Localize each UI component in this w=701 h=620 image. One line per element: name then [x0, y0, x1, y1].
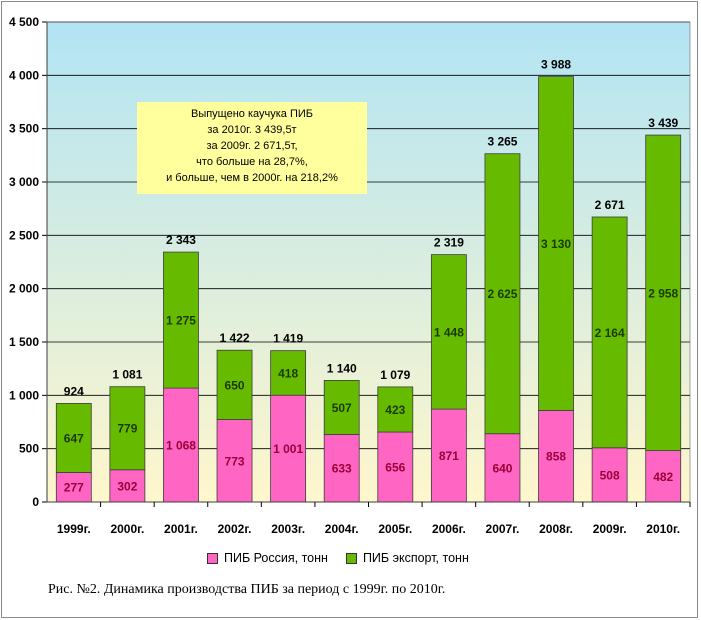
- annotation-line: за 2010г. 3 439,5т: [207, 124, 297, 136]
- bar-segment: [377, 386, 414, 433]
- y-tick-label: 4 500: [9, 15, 39, 29]
- bar-segment: [484, 153, 521, 435]
- total-label: 2 319: [434, 236, 464, 250]
- bar-segment: [109, 386, 146, 471]
- data-label: 2 625: [487, 287, 517, 301]
- total-label: 1 419: [273, 332, 303, 346]
- y-tick-label: 2 000: [9, 282, 39, 296]
- total-label: 1 140: [327, 361, 357, 375]
- data-label: 633: [332, 462, 352, 476]
- bars: [55, 76, 682, 503]
- data-label: 779: [117, 422, 137, 436]
- data-label: 871: [439, 449, 459, 463]
- total-label: 1 422: [220, 331, 250, 345]
- bar-segment: [430, 408, 467, 503]
- y-tick-label: 0: [32, 495, 39, 509]
- data-label: 647: [64, 431, 84, 445]
- x-tick-label: 2000г.: [110, 522, 144, 536]
- total-label: 924: [64, 384, 84, 398]
- data-label: 2 958: [648, 286, 678, 300]
- bar-segment: [538, 76, 574, 411]
- data-label: 508: [600, 468, 620, 482]
- bar-segment: [538, 410, 574, 503]
- annotation-line: за 2009г. 2 671,5т,: [206, 140, 298, 152]
- x-tick-label: 2008г.: [539, 522, 573, 536]
- data-label: 858: [546, 450, 566, 464]
- x-tick-label: 2010г.: [646, 522, 680, 536]
- data-label: 1 001: [273, 442, 303, 456]
- bar-segment: [323, 434, 360, 503]
- x-tick-label: 2002г.: [218, 522, 252, 536]
- x-tick-label: 2004г.: [325, 522, 359, 536]
- x-tick-label: 1999г.: [57, 522, 91, 536]
- total-label: 3 439: [648, 116, 678, 130]
- data-label: 507: [332, 401, 352, 415]
- figure-caption: Рис. №2. Динамика производства ПИБ за пе…: [48, 582, 446, 597]
- x-tick-label: 2009г.: [593, 522, 627, 536]
- legend-item-export: ПИБ экспорт, тонн: [345, 551, 469, 565]
- annotation-line: и больше, чем в 2000г. на 218,2%: [166, 172, 338, 184]
- bar-segment: [591, 447, 628, 503]
- data-label: 656: [385, 461, 405, 475]
- bar-segment: [323, 379, 360, 435]
- legend-item-russia: ПИБ Россия, тонн: [207, 551, 328, 565]
- x-tick-label: 2005г.: [378, 522, 412, 536]
- total-label: 1 079: [380, 368, 410, 382]
- data-label: 418: [278, 366, 298, 380]
- data-label: 3 130: [541, 237, 571, 251]
- y-tick-label: 1 000: [9, 388, 39, 402]
- data-label: 2 164: [595, 326, 625, 340]
- total-label: 2 343: [166, 233, 196, 247]
- y-tick-label: 2 500: [9, 228, 39, 242]
- x-tick-label: 2007г.: [486, 522, 520, 536]
- legend: ПИБ Россия, тонн ПИБ экспорт, тонн: [207, 548, 487, 568]
- y-tick-label: 1 500: [9, 335, 39, 349]
- x-tick-label: 2001г.: [164, 522, 198, 536]
- y-tick-label: 500: [19, 442, 39, 456]
- legend-swatch-russia: [207, 552, 218, 564]
- total-label: 1 081: [112, 368, 142, 382]
- data-label: 423: [385, 403, 405, 417]
- x-tick-label: 2006г.: [432, 522, 466, 536]
- data-label: 1 068: [166, 439, 196, 453]
- annotation-line: Выпущено каучука ПИБ: [190, 108, 314, 120]
- total-label: 3 988: [541, 58, 571, 72]
- data-label: 277: [64, 481, 84, 495]
- total-label: 2 671: [595, 198, 625, 212]
- bar-segment: [430, 254, 467, 410]
- bar-segment: [163, 251, 199, 389]
- bar-segment: [484, 433, 521, 503]
- total-label: 3 265: [487, 135, 517, 149]
- annotation-line: что больше на 28,7%,: [196, 156, 308, 168]
- legend-label-russia: ПИБ Россия, тонн: [224, 551, 328, 565]
- data-labels: 277 647 924 302 779 1 081 1 068 1 275 2 343 773 65…: [64, 58, 679, 495]
- data-label: 773: [225, 454, 245, 468]
- bar-segment: [216, 349, 253, 420]
- bar-segment: [591, 216, 628, 449]
- bar-segment: [55, 403, 92, 473]
- bar-segment: [645, 450, 682, 503]
- bar-segment: [216, 419, 253, 503]
- data-label: 482: [653, 470, 673, 484]
- y-tick-label: 3 500: [9, 122, 39, 136]
- y-tick-label: 3 000: [9, 175, 39, 189]
- data-label: 650: [225, 378, 245, 392]
- data-label: 1 275: [166, 314, 196, 328]
- y-tick-label: 4 000: [9, 68, 39, 82]
- bar-segment: [270, 394, 307, 503]
- x-tick-label: 2003г.: [271, 522, 305, 536]
- axes: 0 500 1 000 1 500 2 000 2 500 3 000 3 500 4 000 4…: [9, 15, 691, 536]
- legend-label-export: ПИБ экспорт, тонн: [362, 551, 469, 565]
- bar-segment: [270, 350, 307, 396]
- bar-segment: [645, 134, 682, 451]
- data-label: 302: [117, 479, 137, 493]
- legend-swatch-export: [345, 552, 357, 564]
- data-label: 640: [492, 461, 512, 475]
- annotation-box: Выпущено каучука ПИБ за 2010г. 3 439,5т …: [137, 102, 367, 194]
- data-label: 1 448: [434, 325, 464, 339]
